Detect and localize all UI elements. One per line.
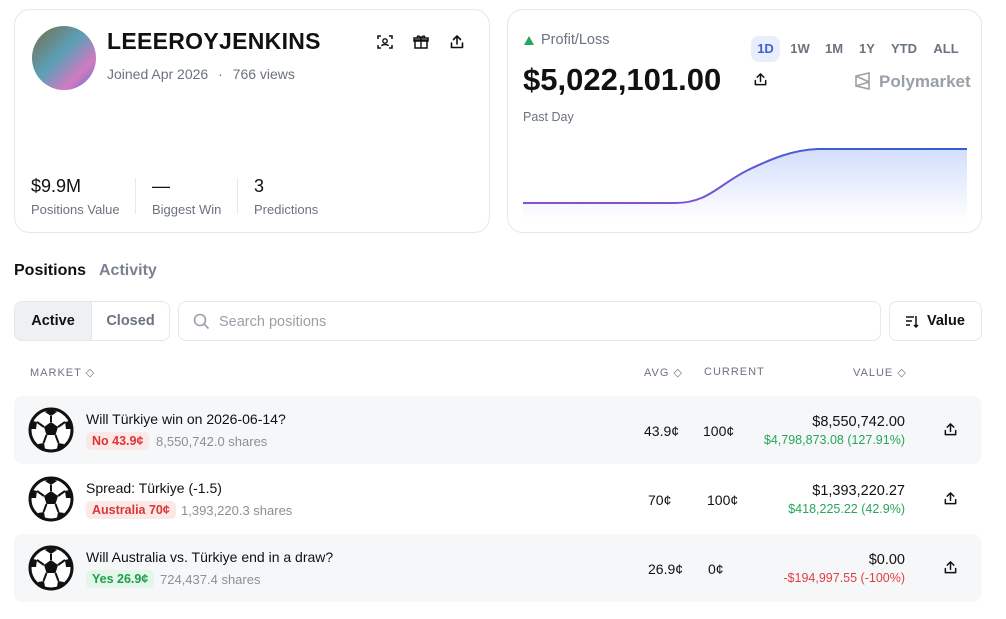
position-row[interactable]: Will Australia vs. Türkiye end in a draw… xyxy=(14,534,981,602)
sort-label: Value xyxy=(927,313,965,329)
pnl-amount: $5,022,101.00 xyxy=(523,62,722,97)
position-row[interactable]: Will Türkiye win on 2026-06-14? No 43.9¢… xyxy=(14,396,981,464)
shares: 724,437.4 shares xyxy=(160,572,261,587)
market-icon xyxy=(28,407,74,453)
avg: 26.9¢ xyxy=(648,561,684,577)
stat: $9.9M Positions Value xyxy=(31,176,120,217)
sort-button[interactable]: Value xyxy=(889,301,982,341)
stat-label: Positions Value xyxy=(31,202,120,217)
avg: 70¢ xyxy=(648,492,672,508)
filter-toggle: Active Closed xyxy=(14,301,170,341)
avatar xyxy=(32,26,96,90)
share-button[interactable] xyxy=(449,34,465,50)
column-header[interactable]: VALUE ◇ xyxy=(853,367,907,379)
gift-button[interactable] xyxy=(413,34,429,50)
separator: · xyxy=(218,66,223,82)
outcome: Yes 26.9¢ xyxy=(86,570,155,588)
pnl-sparkline xyxy=(523,148,967,220)
share-button[interactable] xyxy=(753,72,768,87)
shares: 1,393,220.3 shares xyxy=(181,503,293,518)
outcome: Australia 70¢ xyxy=(86,501,176,519)
scan-button[interactable] xyxy=(377,34,393,50)
tab[interactable]: Positions xyxy=(14,262,87,279)
market-icon xyxy=(28,476,74,522)
period: Past Day xyxy=(523,110,574,124)
market-title: Will Australia vs. Türkiye end in a draw… xyxy=(86,549,334,565)
pnl: $418,225.22 (42.9%) xyxy=(788,502,905,516)
current: 100¢ xyxy=(707,492,739,508)
joined: Joined Apr 2026 xyxy=(107,66,209,82)
stat: 3 Predictions xyxy=(254,176,318,217)
range-button[interactable]: YTD xyxy=(891,41,917,56)
divider xyxy=(135,178,136,214)
range-button[interactable]: 1Y xyxy=(859,41,875,56)
value: $1,393,220.27 xyxy=(812,483,905,499)
range-button[interactable]: 1M xyxy=(824,41,844,56)
column-header[interactable]: MARKET ◇ xyxy=(30,367,96,379)
views: 766 views xyxy=(232,66,295,82)
up-icon xyxy=(524,36,534,45)
brand-logo xyxy=(855,72,870,90)
username: LEEEROYJENKINS xyxy=(107,28,321,54)
outcome: No 43.9¢ xyxy=(86,432,150,450)
shares: 8,550,742.0 shares xyxy=(156,434,268,449)
column-header: CURRENT xyxy=(704,366,765,378)
range-button[interactable]: 1W xyxy=(790,41,810,56)
stat-value: — xyxy=(152,176,170,196)
current: 100¢ xyxy=(703,423,735,439)
share-button[interactable] xyxy=(943,491,958,506)
filter-button[interactable]: Closed xyxy=(91,302,169,340)
stat-label: Biggest Win xyxy=(152,202,222,217)
pnl-card: Profit/Loss 1D 1W 1M 1Y YTD ALL $5,022,1… xyxy=(507,9,982,233)
search-placeholder: Search positions xyxy=(219,314,327,330)
pnl-label: Profit/Loss xyxy=(541,32,610,48)
stat-label: Predictions xyxy=(254,202,319,217)
position-row[interactable]: Spread: Türkiye (-1.5) Australia 70¢ 1,3… xyxy=(14,465,981,533)
value: $8,550,742.00 xyxy=(812,414,905,430)
header-text: CURRENT xyxy=(704,366,765,378)
header-text: VALUE xyxy=(853,367,894,379)
profile-card: LEEEROYJENKINS Joined Apr 2026 · 766 vie… xyxy=(14,9,490,233)
header-text: AVG xyxy=(644,367,670,379)
profile-meta: Joined Apr 2026 · 766 views xyxy=(107,66,295,82)
sort-icon xyxy=(906,316,919,328)
stat-value: $9.9M xyxy=(31,176,82,196)
filter-button[interactable]: Active xyxy=(15,302,91,340)
search-icon xyxy=(193,313,210,330)
brand: Polymarket xyxy=(879,72,971,91)
tab[interactable]: Activity xyxy=(99,262,157,279)
stat-value: 3 xyxy=(254,176,265,196)
divider xyxy=(237,178,238,214)
avg: 43.9¢ xyxy=(644,423,680,439)
stat: — Biggest Win xyxy=(152,176,221,217)
range-button[interactable]: 1D xyxy=(751,36,780,62)
header-text: MARKET xyxy=(30,367,82,379)
share-button[interactable] xyxy=(943,422,958,437)
pnl: -$194,997.55 (-100%) xyxy=(783,571,905,585)
pnl: $4,798,873.08 (127.91%) xyxy=(763,433,905,447)
market-title: Will Türkiye win on 2026-06-14? xyxy=(86,411,286,427)
current: 0¢ xyxy=(708,561,724,577)
share-button[interactable] xyxy=(943,560,958,575)
market-icon xyxy=(28,545,74,591)
search-box[interactable]: Search positions xyxy=(178,301,881,341)
value: $0.00 xyxy=(868,552,905,568)
column-header[interactable]: AVG ◇ xyxy=(644,367,683,379)
range-button[interactable]: ALL xyxy=(933,41,959,56)
market-title: Spread: Türkiye (-1.5) xyxy=(86,480,222,496)
